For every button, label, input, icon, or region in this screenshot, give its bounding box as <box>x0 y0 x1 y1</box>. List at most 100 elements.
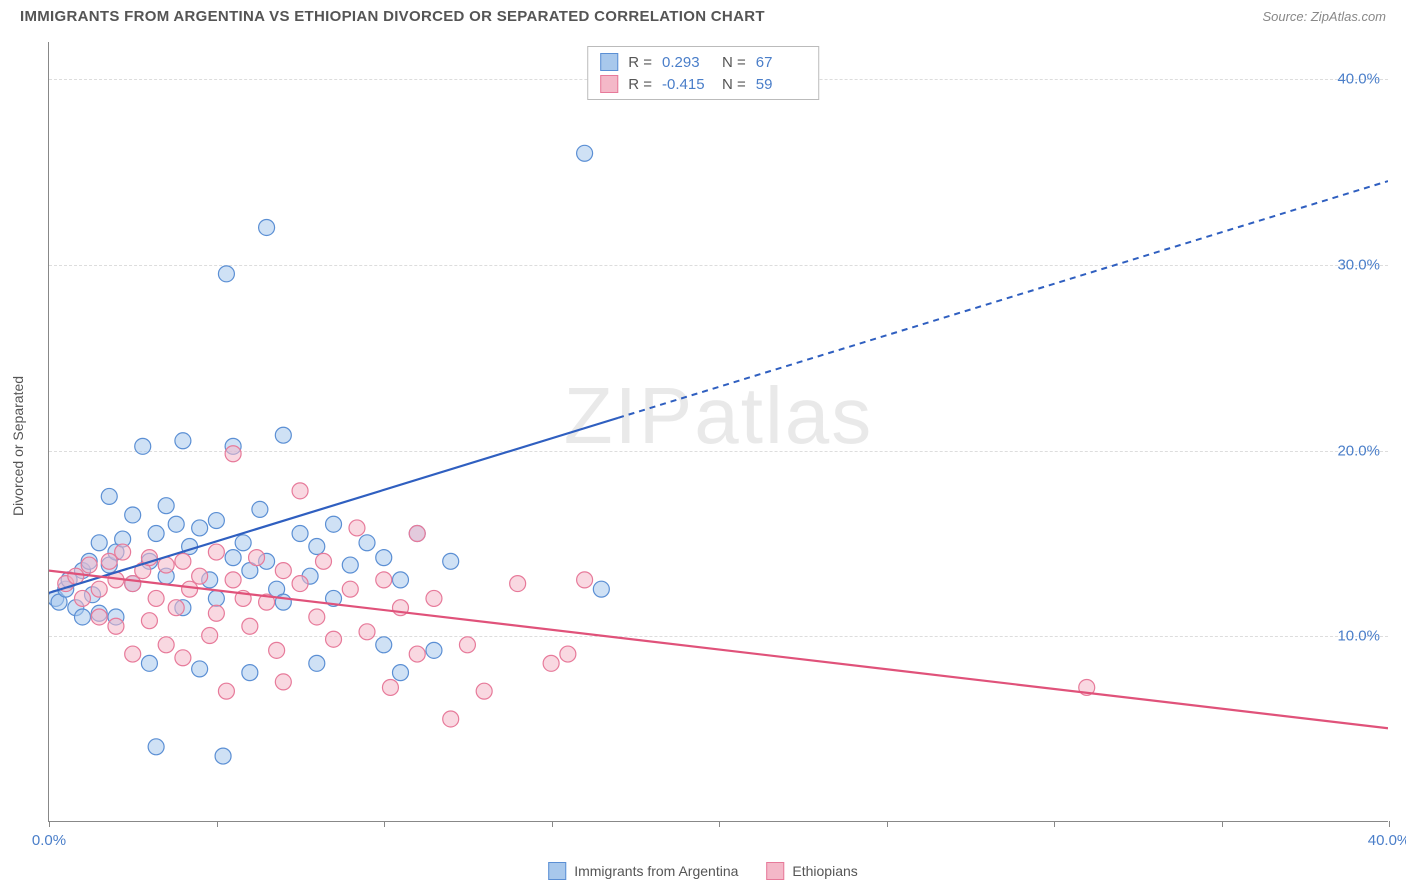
data-point <box>459 637 475 653</box>
data-point <box>108 618 124 634</box>
data-point <box>376 572 392 588</box>
r-label: R = <box>628 76 652 93</box>
legend-correlation-row: R = 0.293 N = 67 <box>600 51 806 73</box>
data-point <box>175 553 191 569</box>
legend-series-label: Immigrants from Argentina <box>574 863 738 879</box>
data-point <box>577 145 593 161</box>
data-point <box>74 590 90 606</box>
data-point <box>359 624 375 640</box>
n-value: 67 <box>756 54 806 71</box>
r-value: 0.293 <box>662 54 712 71</box>
data-point <box>577 572 593 588</box>
legend-series-label: Ethiopians <box>792 863 857 879</box>
x-tick <box>384 821 385 827</box>
data-point <box>125 646 141 662</box>
data-point <box>215 748 231 764</box>
data-point <box>259 219 275 235</box>
y-axis-label: Divorced or Separated <box>10 376 26 516</box>
data-point <box>543 655 559 671</box>
data-point <box>292 526 308 542</box>
data-point <box>148 526 164 542</box>
data-point <box>309 609 325 625</box>
data-point <box>225 550 241 566</box>
data-point <box>309 655 325 671</box>
data-point <box>316 553 332 569</box>
data-point <box>376 550 392 566</box>
data-point <box>443 553 459 569</box>
data-point <box>101 553 117 569</box>
legend-correlation-row: R =-0.415N =59 <box>600 73 806 95</box>
data-point <box>326 631 342 647</box>
data-point <box>426 590 442 606</box>
data-point <box>168 516 184 532</box>
data-point <box>208 513 224 529</box>
data-point <box>192 520 208 536</box>
data-point <box>443 711 459 727</box>
data-point <box>275 674 291 690</box>
data-point <box>392 572 408 588</box>
data-point <box>141 655 157 671</box>
data-point <box>342 557 358 573</box>
data-point <box>208 590 224 606</box>
data-point <box>168 600 184 616</box>
data-point <box>235 535 251 551</box>
data-point <box>269 642 285 658</box>
data-point <box>593 581 609 597</box>
n-value: 59 <box>756 76 806 93</box>
data-point <box>252 501 268 517</box>
data-point <box>208 544 224 560</box>
data-point <box>309 539 325 555</box>
r-value: -0.415 <box>662 76 712 93</box>
data-point <box>101 488 117 504</box>
data-point <box>510 576 526 592</box>
data-point <box>275 427 291 443</box>
data-point <box>242 618 258 634</box>
legend-swatch <box>600 53 618 71</box>
scatter-chart <box>49 42 1388 821</box>
data-point <box>125 576 141 592</box>
title-bar: IMMIGRANTS FROM ARGENTINA VS ETHIOPIAN D… <box>0 0 1406 29</box>
source-attribution: Source: ZipAtlas.com <box>1262 9 1386 24</box>
data-point <box>91 535 107 551</box>
x-tick-label: 0.0% <box>32 832 66 849</box>
data-point <box>359 535 375 551</box>
x-tick-label: 40.0% <box>1368 832 1406 849</box>
data-point <box>225 572 241 588</box>
data-point <box>141 613 157 629</box>
data-point <box>409 646 425 662</box>
legend-swatch <box>548 862 566 880</box>
x-tick <box>1389 821 1390 827</box>
r-label: R = <box>628 54 652 71</box>
legend-swatch <box>600 75 618 93</box>
n-label: N = <box>722 54 746 71</box>
data-point <box>376 637 392 653</box>
chart-title: IMMIGRANTS FROM ARGENTINA VS ETHIOPIAN D… <box>20 8 765 25</box>
data-point <box>382 679 398 695</box>
legend-correlation: R =0.293N =67R =-0.415N =59 <box>587 46 819 100</box>
data-point <box>242 665 258 681</box>
data-point <box>409 526 425 542</box>
legend-series: Immigrants from Argentina Ethiopians <box>548 862 858 880</box>
data-point <box>175 433 191 449</box>
data-point <box>218 683 234 699</box>
data-point <box>208 605 224 621</box>
data-point <box>476 683 492 699</box>
x-tick <box>1054 821 1055 827</box>
data-point <box>202 628 218 644</box>
x-tick <box>1222 821 1223 827</box>
plot-area: ZIPatlas 10.0%20.0%30.0%40.0%0.0%40.0% <box>48 42 1388 822</box>
x-tick <box>49 821 50 827</box>
data-point <box>81 557 97 573</box>
data-point <box>148 739 164 755</box>
data-point <box>74 609 90 625</box>
data-point <box>192 568 208 584</box>
data-point <box>218 266 234 282</box>
data-point <box>249 550 265 566</box>
data-point <box>182 581 198 597</box>
data-point <box>91 609 107 625</box>
data-point <box>342 581 358 597</box>
data-point <box>292 576 308 592</box>
data-point <box>326 516 342 532</box>
data-point <box>91 581 107 597</box>
regression-line <box>49 571 1388 729</box>
